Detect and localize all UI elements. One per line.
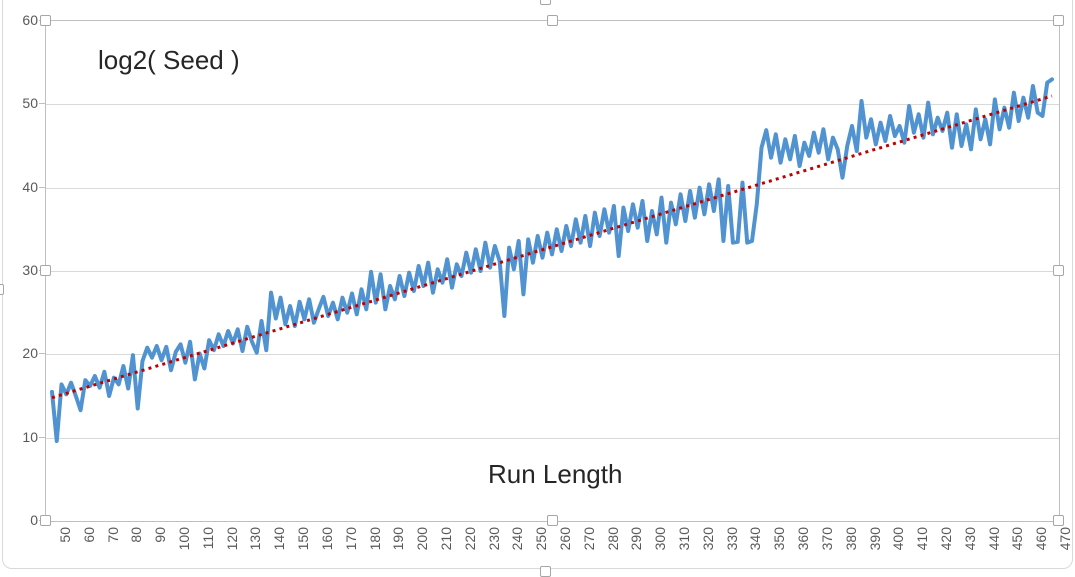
selection-handle[interactable] <box>546 14 558 26</box>
gridline <box>46 104 1059 106</box>
x-tick-label: 330 <box>723 527 740 551</box>
gridline <box>46 271 1059 272</box>
selection-handle[interactable] <box>1052 14 1064 26</box>
x-tick-label: 170 <box>342 527 359 551</box>
y-tick-mark <box>39 186 45 188</box>
plot-area[interactable]: log2( Seed ) Run Length <box>45 20 1060 522</box>
x-axis-title[interactable]: Run Length <box>488 459 623 489</box>
x-tick-label: 220 <box>461 527 478 551</box>
x-tick-label: 250 <box>533 527 550 551</box>
x-tick-label: 340 <box>747 527 764 551</box>
chart-handle-bottom[interactable] <box>540 566 551 577</box>
y-tick-label: 10 <box>22 428 38 445</box>
x-tick-label: 450 <box>1009 527 1026 551</box>
x-tick-label: 60 <box>80 527 97 543</box>
y-tick-label: 20 <box>22 345 38 362</box>
x-tick-label: 120 <box>223 527 240 551</box>
x-tick-label: 300 <box>652 527 669 551</box>
x-tick-label: 400 <box>890 527 907 551</box>
x-tick-label: 290 <box>628 527 645 551</box>
series-line[interactable] <box>50 77 1054 443</box>
x-tick-label: 230 <box>485 527 502 551</box>
y-tick-mark <box>39 436 45 438</box>
x-tick-label: 100 <box>176 527 193 551</box>
trendline[interactable] <box>51 94 1053 400</box>
y-tick-mark <box>39 353 45 355</box>
x-tick-label: 110 <box>199 527 216 550</box>
x-tick-label: 420 <box>937 527 954 551</box>
x-tick-label: 140 <box>271 527 288 551</box>
x-tick-label: 50 <box>57 527 73 543</box>
selection-handle[interactable] <box>39 514 51 526</box>
y-tick-label: 60 <box>22 12 38 28</box>
selection-handle[interactable] <box>1052 264 1064 276</box>
chart-handle-left[interactable] <box>0 284 4 295</box>
x-tick-label: 370 <box>818 527 835 551</box>
x-tick-label: 430 <box>961 527 978 551</box>
x-tick-label: 360 <box>795 527 812 551</box>
x-tick-label: 210 <box>437 527 454 551</box>
selection-handle[interactable] <box>39 14 51 26</box>
x-tick-label: 310 <box>676 527 693 551</box>
x-tick-label: 270 <box>580 527 597 551</box>
x-tick-label: 130 <box>247 527 264 551</box>
x-tick-label: 180 <box>366 527 383 551</box>
x-tick-label: 80 <box>128 527 145 543</box>
x-tick-label: 380 <box>842 527 859 551</box>
x-tick-label: 390 <box>866 527 883 551</box>
x-tick-label: 460 <box>1033 527 1050 551</box>
x-tick-label: 470 <box>1057 527 1073 551</box>
x-tick-label: 200 <box>414 527 431 551</box>
x-tick-label: 410 <box>914 527 931 551</box>
selection-handle[interactable] <box>1052 514 1064 526</box>
selection-handle[interactable] <box>546 514 558 526</box>
y-tick-label: 40 <box>22 178 38 195</box>
y-axis-title[interactable]: log2( Seed ) <box>98 45 240 75</box>
x-tick-label: 240 <box>509 527 526 551</box>
selection-handle[interactable] <box>39 264 51 276</box>
x-tick-label: 280 <box>604 527 621 551</box>
y-tick-label: 50 <box>22 95 38 112</box>
x-tick-label: 350 <box>771 527 788 551</box>
y-tick-label: 30 <box>22 262 38 278</box>
chart-handle-top[interactable] <box>540 0 551 5</box>
gridline <box>46 354 1059 356</box>
x-tick-label: 70 <box>104 527 121 543</box>
chart-canvas <box>50 77 1054 443</box>
x-tick-label: 150 <box>295 527 312 551</box>
x-tick-label: 90 <box>152 527 169 543</box>
x-tick-label: 160 <box>318 527 335 551</box>
y-tick-label: 0 <box>30 512 38 528</box>
x-tick-label: 320 <box>699 527 716 551</box>
gridline <box>46 187 1059 189</box>
gridline <box>46 437 1059 439</box>
y-tick-mark <box>39 103 45 105</box>
x-tick-label: 190 <box>390 527 407 551</box>
x-tick-label: 440 <box>985 527 1002 551</box>
x-tick-label: 260 <box>557 527 573 551</box>
